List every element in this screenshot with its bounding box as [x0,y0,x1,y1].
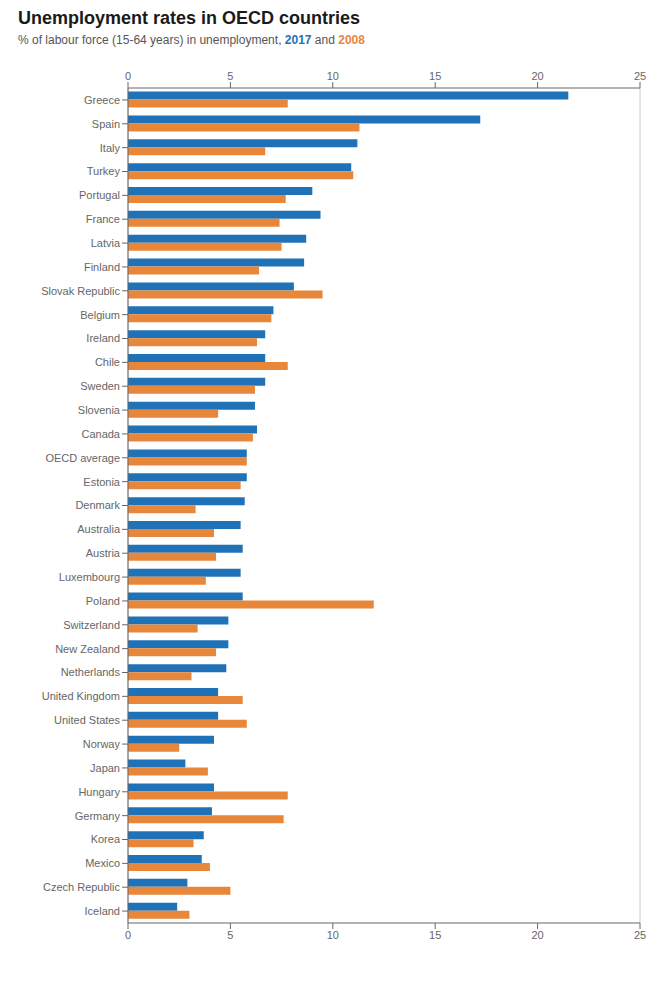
svg-text:5: 5 [227,70,233,82]
svg-text:Spain: Spain [92,118,120,130]
svg-text:Greece: Greece [84,94,120,106]
svg-text:Portugal: Portugal [79,189,120,201]
svg-text:10: 10 [327,929,339,941]
svg-text:0: 0 [125,70,131,82]
html-text:% of labour force (15-64 years: % of labour force (15-64 years) in unemp… [18,33,365,47]
svg-text:0: 0 [125,929,131,941]
svg-text:Norway: Norway [83,738,121,750]
svg-text:25: 25 [634,70,646,82]
svg-text:Denmark: Denmark [75,499,120,511]
svg-text:15: 15 [429,70,441,82]
svg-text:Slovenia: Slovenia [78,404,121,416]
svg-text:Hungary: Hungary [78,786,120,798]
svg-text:United States: United States [54,714,121,726]
svg-text:Luxembourg: Luxembourg [59,571,120,583]
svg-text:Italy: Italy [100,142,121,154]
svg-text:Czech Republic: Czech Republic [43,881,121,893]
svg-text:Germany: Germany [75,810,121,822]
svg-text:France: France [86,213,120,225]
svg-text:Finland: Finland [84,261,120,273]
svg-text:15: 15 [429,929,441,941]
svg-text:OECD average: OECD average [45,452,120,464]
svg-text:20: 20 [531,929,543,941]
svg-text:20: 20 [531,70,543,82]
svg-text:Korea: Korea [91,833,121,845]
svg-text:New Zealand: New Zealand [55,643,120,655]
svg-text:Chile: Chile [95,356,120,368]
svg-text:Slovak Republic: Slovak Republic [41,285,120,297]
svg-text:Iceland: Iceland [85,905,120,917]
svg-text:Ireland: Ireland [86,332,120,344]
svg-text:5: 5 [227,929,233,941]
svg-text:Australia: Australia [77,523,121,535]
svg-text:Switzerland: Switzerland [63,619,120,631]
svg-text:Estonia: Estonia [83,476,121,488]
svg-text:Sweden: Sweden [80,380,120,392]
svg-text:Belgium: Belgium [80,309,120,321]
svg-text:25: 25 [634,929,646,941]
svg-text:Poland: Poland [86,595,120,607]
svg-text:Mexico: Mexico [85,857,120,869]
svg-text:10: 10 [327,70,339,82]
svg-text:United Kingdom: United Kingdom [42,690,120,702]
svg-text:Canada: Canada [81,428,120,440]
svg-text:Netherlands: Netherlands [61,666,121,678]
html-text:Unemployment rates in OECD cou: Unemployment rates in OECD countries [18,8,361,28]
svg-text:Turkey: Turkey [87,165,121,177]
svg-text:Latvia: Latvia [91,237,121,249]
svg-text:Japan: Japan [90,762,120,774]
svg-text:Austria: Austria [86,547,121,559]
